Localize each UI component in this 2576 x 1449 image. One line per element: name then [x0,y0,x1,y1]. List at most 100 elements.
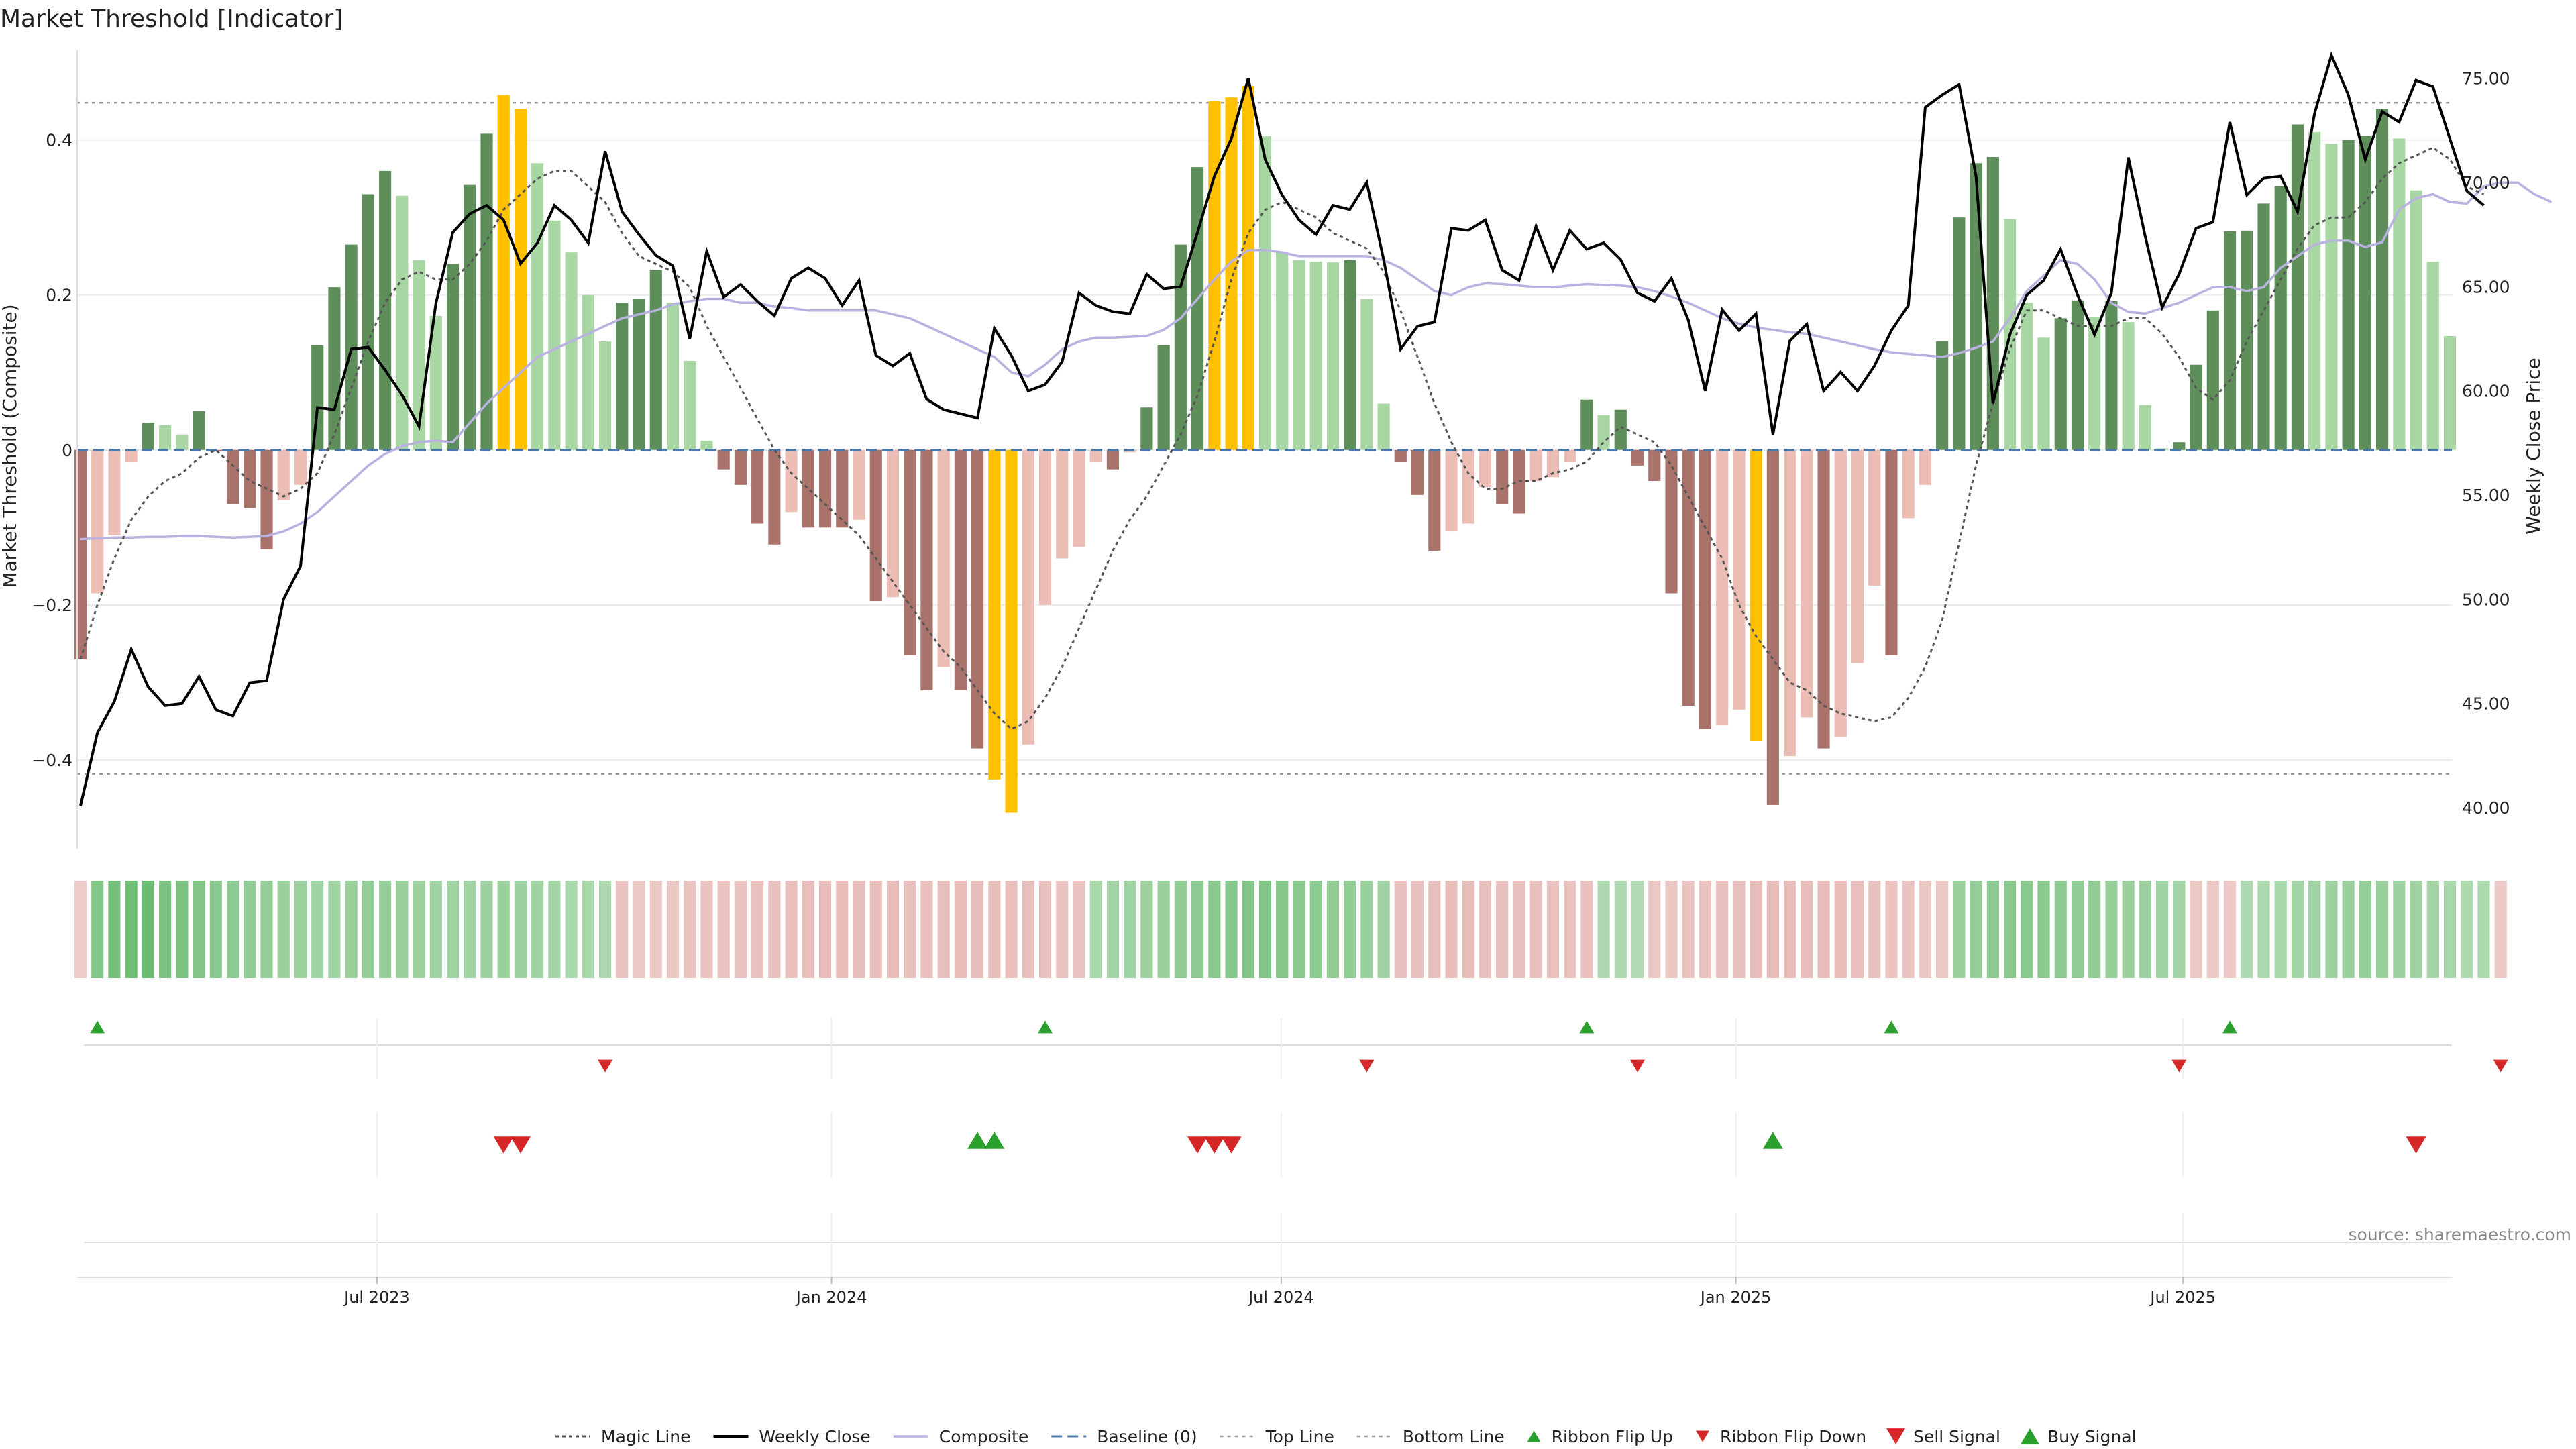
ribbon-cell [1513,881,1525,978]
y-tick-label-right: 50.00 [2462,590,2510,609]
y-tick-label-right: 75.00 [2462,69,2510,89]
ribbon-cell [176,881,189,978]
ribbon-flip-down-marker [2171,1059,2187,1073]
buy-signal-marker [1762,1132,1783,1149]
y-tick-label-right: 40.00 [2462,798,2510,818]
composite-bar [1648,449,1661,481]
legend-label: Sell Signal [1913,1427,2000,1446]
ribbon-cell [2173,881,2186,978]
legend-label: Ribbon Flip Up [1552,1427,1673,1446]
composite-bar [616,303,629,450]
legend-key-sell-signal [1886,1428,1906,1444]
ribbon-cell [362,881,374,978]
composite-bar [988,449,1001,780]
composite-bar [294,449,307,485]
ribbon-cell [1089,881,1102,978]
ribbon-cell [785,881,798,978]
ribbon-flip-up-marker [1038,1020,1053,1034]
composite-bar [1733,449,1746,710]
legend-label: Weekly Close [759,1427,871,1446]
composite-bar [1174,244,1187,450]
ribbon-cell [91,881,104,978]
composite-bar [1614,409,1627,450]
composite-bar [2037,337,2050,450]
ribbon-cell [2241,881,2253,978]
ribbon-cell [1665,881,1678,978]
legend-label: Magic Line [601,1427,691,1446]
y-tick-label-left: −0.2 [32,596,72,615]
ribbon-cell [2325,881,2338,978]
composite-bar [514,109,527,450]
ribbon-cell [616,881,629,978]
composite-bar [2190,364,2202,450]
composite-bar [2291,124,2304,450]
composite-bar [1022,449,1034,745]
ribbon-cell [599,881,612,978]
buy-signal-marker [967,1132,988,1149]
ribbon-cell [649,881,662,978]
ribbon-flip-down-marker [598,1059,613,1073]
ribbon-cell [2393,881,2406,978]
ribbon-cell [464,881,476,978]
composite-bar [2139,405,2151,450]
ribbon-cell [1124,881,1136,978]
composite-bar [531,163,544,450]
y-tick-label-right: 70.00 [2462,173,2510,193]
ribbon-cell [2274,881,2287,978]
composite-bar [2071,300,2084,450]
composite-bar [2054,318,2067,450]
ribbon-cell [920,881,933,978]
ribbon-cell [1784,881,1796,978]
composite-bar [1851,449,1864,663]
ribbon-cell [74,881,87,978]
sell-signal-marker [1221,1136,1242,1154]
ribbon-cell [413,881,425,978]
composite-bar [1750,449,1762,741]
composite-bar [1242,85,1254,450]
composite-bar [920,449,933,690]
composite-bar [1784,449,1796,757]
ribbon-cell [1056,881,1069,978]
sell-signal-marker [2406,1136,2426,1154]
ribbon-cell [2443,881,2457,978]
y-tick-label-left: 0 [62,441,72,460]
composite-bar [937,449,950,667]
composite-bar [836,449,849,528]
ribbon-cell [193,881,205,978]
composite-bar [1580,399,1593,450]
ribbon-cell [1970,881,1982,978]
legend: Magic Line Weekly Close Composite Baseline … [555,1427,2137,1446]
composite-bar [1801,449,1813,718]
ribbon-cell [159,881,172,978]
ribbon-cell [125,881,138,978]
ribbon-cell [1986,881,1999,978]
composite-bar [1868,449,1881,586]
composite-bar [74,449,87,659]
ribbon-cell [1546,881,1559,978]
composite-bar [599,341,612,450]
ribbon-cell [1394,881,1407,978]
composite-bar [1005,449,1018,813]
ribbon-cell [1801,881,1813,978]
legend-label: Top Line [1265,1427,1334,1446]
composite-bar [1344,260,1356,450]
ribbon-cell [1479,881,1492,978]
ribbon-cell [1428,881,1441,978]
ribbon-cell [244,881,256,978]
ribbon-strip [74,881,2507,978]
ribbon-cell [2139,881,2151,978]
ribbon-cell [1902,881,1915,978]
ribbon-cell [1631,881,1644,978]
composite-bar [785,449,798,513]
ribbon-cell [1614,881,1627,978]
composite-bar [818,449,832,528]
composite-bar [1038,449,1052,605]
legend-label: Bottom Line [1403,1427,1505,1446]
composite-bar [971,449,984,749]
composite-bar [1665,449,1678,594]
ribbon-cell [1360,881,1373,978]
composite-bar [226,449,239,504]
ribbon-cell [1851,881,1864,978]
composite-bar [2088,317,2101,450]
composite-bar [1191,167,1204,450]
